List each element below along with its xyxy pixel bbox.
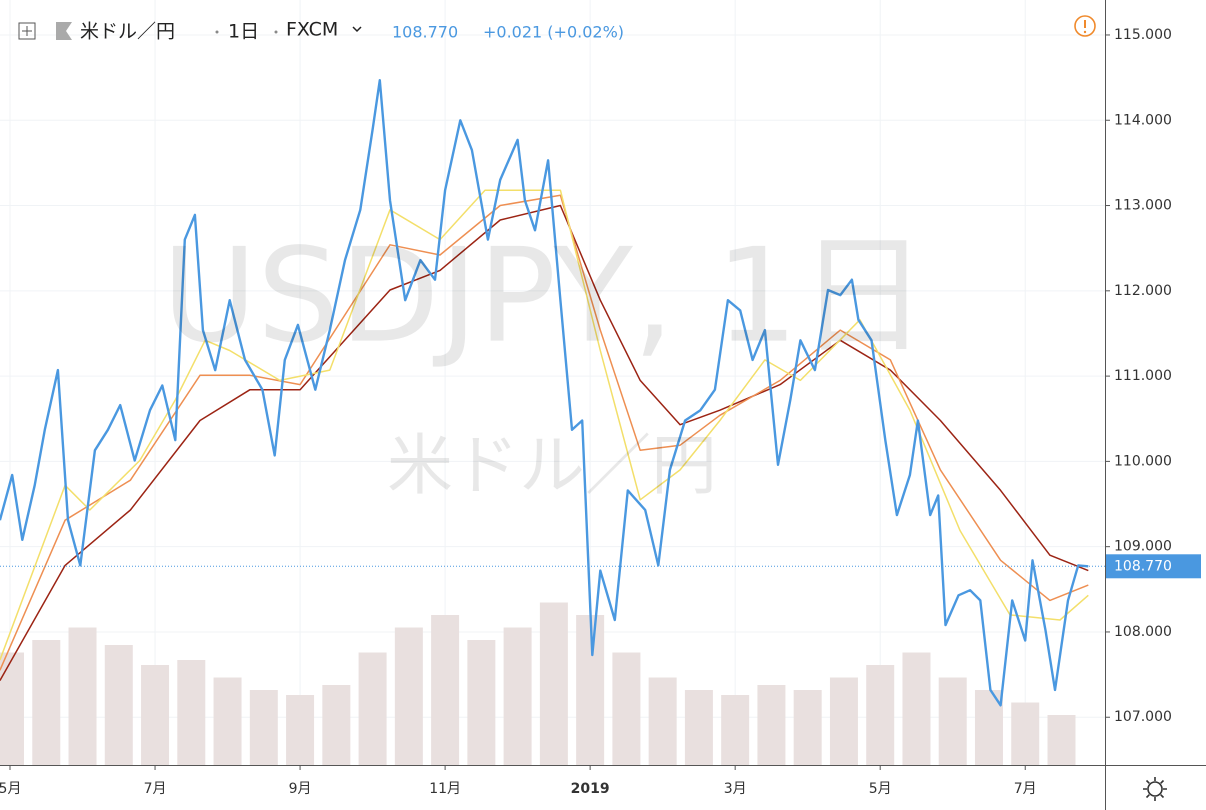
price-line (0, 79, 1089, 707)
expand-icon[interactable] (18, 22, 36, 40)
y-tick-label: 108.000 (1114, 624, 1172, 640)
volume-bar (177, 660, 206, 765)
volume-bar (539, 602, 568, 765)
volume-bar (141, 665, 170, 765)
flag-icon[interactable] (56, 22, 72, 40)
price-line (0, 194, 1089, 671)
volume-bar (866, 665, 895, 765)
settings-icon[interactable] (1143, 777, 1167, 801)
watermark-sub: 米ドル／円 (387, 427, 717, 504)
x-tick-label: 7月 (144, 781, 167, 797)
volume-bar (757, 685, 786, 765)
volume-bar (68, 627, 97, 765)
time-axis-panel (0, 766, 1106, 810)
header: 米ドル／円 1日 FXCM 108.770 +0.021 (+0.02%) (18, 15, 1096, 43)
separator (215, 30, 219, 34)
volume-bar (829, 677, 858, 765)
volume-bar (648, 677, 677, 765)
x-tick-label: 3月 (724, 781, 747, 797)
volume-bar (902, 652, 931, 765)
volume-bar (503, 627, 532, 765)
last-price-label: 108.770 (1114, 558, 1172, 574)
price-change: +0.021 (+0.02%) (483, 23, 624, 42)
axes: 107.000 108.000 109.000 110.000 111.000 112.0… (0, 27, 1201, 797)
y-tick-label: 112.000 (1114, 283, 1172, 299)
last-price: 108.770 (392, 23, 458, 42)
volume-bar (358, 652, 387, 765)
icon (1083, 30, 1087, 34)
y-tick-label: 115.000 (1114, 27, 1172, 43)
volume-bar (576, 615, 605, 765)
volume-bar (467, 640, 496, 765)
x-tick-label: 2019 (571, 781, 610, 797)
y-tick-label: 114.000 (1114, 112, 1172, 128)
volume-bar (104, 645, 133, 765)
plot-area (0, 0, 1105, 765)
volume-bar (1047, 715, 1076, 765)
y-tick-label: 113.000 (1114, 198, 1172, 214)
volume-bar (793, 690, 822, 765)
x-tick-label: 9月 (289, 781, 312, 797)
gear (1143, 777, 1167, 801)
gear[interactable] (1147, 781, 1163, 797)
volume-bar (1011, 702, 1040, 765)
volume-bar (431, 615, 460, 765)
volume-bar (684, 690, 713, 765)
price-line (0, 189, 1089, 661)
volume-bar (938, 677, 967, 765)
y-tick-label: 107.000 (1114, 709, 1172, 725)
x-tick-label: 7月 (1014, 781, 1037, 797)
exchange[interactable]: FXCM (286, 19, 338, 41)
last-price-tag (1106, 554, 1201, 579)
separator (274, 30, 278, 34)
watermark: USDJPY, 1日 (162, 220, 928, 372)
price-axis-panel (1106, 0, 1206, 810)
volume-bar (0, 652, 25, 765)
volume-bar (394, 627, 423, 765)
volume-bar (322, 685, 351, 765)
x-tick-label: 5月 (869, 781, 892, 797)
volume-bar (721, 695, 750, 765)
volume-bar (32, 640, 61, 765)
x-tick-label: 5月 (0, 781, 21, 797)
y-tick-label: 111.000 (1114, 368, 1172, 384)
symbol: 米ドル／円 (80, 21, 175, 43)
volume-bar (612, 652, 641, 765)
volume-bar (286, 695, 315, 765)
x-tick-label: 11月 (429, 781, 461, 797)
alert-icon[interactable] (1074, 15, 1096, 37)
price-line (0, 204, 1089, 681)
volume-bar (249, 690, 278, 765)
y-tick-label: 110.000 (1114, 453, 1172, 469)
volume-bar (213, 677, 242, 765)
dropdown-icon[interactable] (352, 26, 362, 33)
y-tick-label: 109.000 (1114, 539, 1172, 555)
interval[interactable]: 1日 (228, 21, 259, 43)
